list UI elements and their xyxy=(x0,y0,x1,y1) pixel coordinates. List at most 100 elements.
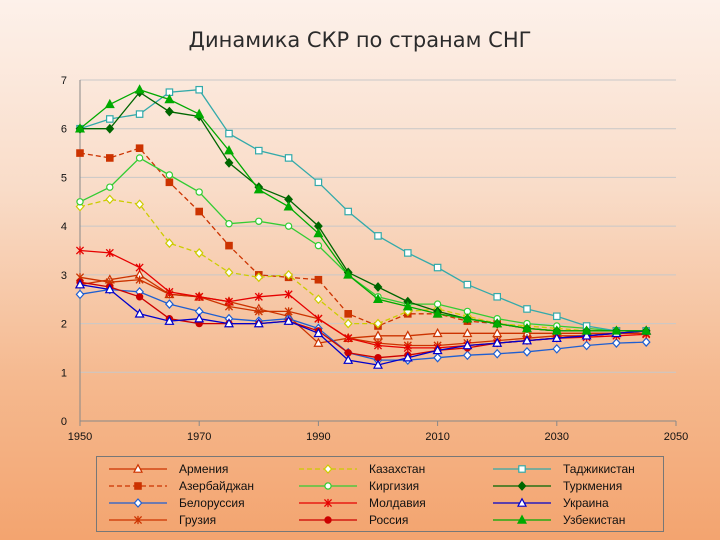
series-7-point xyxy=(284,290,293,299)
series-10-line xyxy=(80,91,647,332)
legend-swatch xyxy=(109,482,167,490)
legend-swatch-marker xyxy=(324,516,332,524)
series-5-point xyxy=(105,194,115,205)
series-6 xyxy=(76,154,650,335)
x-tick-label: 2030 xyxy=(545,431,569,443)
series-9-point xyxy=(523,305,531,313)
series-12-point xyxy=(402,301,413,311)
series-12-point xyxy=(611,325,622,335)
series-layer xyxy=(74,84,652,369)
legend-swatch-marker xyxy=(133,515,143,525)
y-tick-label: 0 xyxy=(61,416,67,428)
series-9-point xyxy=(463,280,472,289)
series-11-point xyxy=(432,344,443,355)
series-9 xyxy=(76,85,651,335)
y-tick-label: 3 xyxy=(61,270,67,282)
series-9-point xyxy=(374,232,382,240)
legend-swatch xyxy=(299,464,357,474)
series-11-point xyxy=(134,308,145,318)
series-12-point xyxy=(164,94,175,104)
legend-label: Молдавия xyxy=(369,496,426,510)
y-tick-label: 4 xyxy=(61,221,67,233)
series-3-point xyxy=(75,289,85,300)
legend-swatch-marker xyxy=(132,463,144,473)
series-5-point xyxy=(343,318,353,329)
series-12-point xyxy=(462,313,473,323)
x-tick-label: 1970 xyxy=(187,431,211,443)
legend-swatch-marker xyxy=(516,514,528,524)
legend-swatch-marker xyxy=(324,482,332,490)
series-11-point xyxy=(253,318,264,328)
legend-label: Туркмения xyxy=(563,479,623,493)
series-11-line xyxy=(79,283,647,366)
series-6-point xyxy=(433,300,442,308)
series-6-point xyxy=(195,188,203,196)
series-1-point xyxy=(432,327,443,338)
y-tick-label: 5 xyxy=(61,172,67,184)
series-11-point xyxy=(551,332,562,342)
legend-label: Белоруссия xyxy=(179,496,245,510)
series-9-point xyxy=(255,146,263,155)
series-12-point xyxy=(492,318,503,328)
series-3-point xyxy=(164,299,174,309)
legend-swatch-marker xyxy=(323,498,333,508)
series-7-point xyxy=(344,334,353,343)
legend-swatch xyxy=(109,498,167,508)
x-tick-label: 2010 xyxy=(425,431,449,443)
series-5-line xyxy=(79,198,647,332)
series-12-point xyxy=(372,293,384,304)
series-1 xyxy=(74,269,652,347)
series-7-point xyxy=(165,287,174,297)
series-12 xyxy=(74,84,652,335)
series-5-point xyxy=(313,294,323,305)
series-2-point xyxy=(165,178,174,187)
y-tick-label: 7 xyxy=(61,75,67,87)
series-12-point xyxy=(104,98,115,109)
series-3-point xyxy=(462,350,472,361)
legend-swatch xyxy=(493,497,551,507)
series-11-point xyxy=(462,340,473,350)
series-5-point xyxy=(224,267,234,278)
series-4-point xyxy=(254,307,263,316)
legend-label: Таджикистан xyxy=(563,462,635,476)
legend-swatch-marker xyxy=(133,498,143,508)
series-11-point xyxy=(402,352,413,362)
series-6-point xyxy=(314,241,323,250)
series-12-point xyxy=(581,325,592,335)
series-9-point xyxy=(344,207,353,216)
series-10-point xyxy=(224,157,234,168)
series-5-point xyxy=(194,248,204,258)
series-6-point xyxy=(225,220,233,228)
series-9-point xyxy=(314,178,323,187)
axes: 0 1 2 3 4 5 6 7 1950 1970 1990 2010 2030 2050 xyxy=(61,75,688,443)
legend: Армения Азербайджан Белоруссия Грузия Казахс… xyxy=(96,456,664,532)
y-tick-label: 2 xyxy=(61,319,67,331)
series-2-point xyxy=(314,275,323,284)
series-12-point xyxy=(641,325,652,335)
legend-label: Азербайджан xyxy=(179,479,255,493)
legend-swatch-marker xyxy=(516,497,528,507)
legend-swatch xyxy=(109,463,167,473)
series-10 xyxy=(75,87,651,336)
series-7-point xyxy=(403,343,412,353)
series-11-point xyxy=(372,359,384,369)
legend-label: Армения xyxy=(179,462,229,476)
series-5-point xyxy=(254,272,264,283)
series-8-point xyxy=(135,293,144,301)
series-11-point xyxy=(164,315,175,325)
legend-swatch xyxy=(493,514,551,524)
series-11-point xyxy=(74,279,86,289)
series-12-point xyxy=(343,269,354,279)
series-2-line xyxy=(79,147,647,332)
series-3-point xyxy=(611,338,621,348)
series-12-point xyxy=(432,308,443,318)
series-5-point xyxy=(284,269,294,280)
series-9-point xyxy=(552,312,561,321)
legend-swatch xyxy=(109,515,167,525)
series-2-point xyxy=(225,241,233,250)
series-2-point xyxy=(344,310,353,318)
series-9-point xyxy=(195,85,204,94)
series-5-point xyxy=(373,318,383,329)
series-5-point xyxy=(164,238,174,249)
